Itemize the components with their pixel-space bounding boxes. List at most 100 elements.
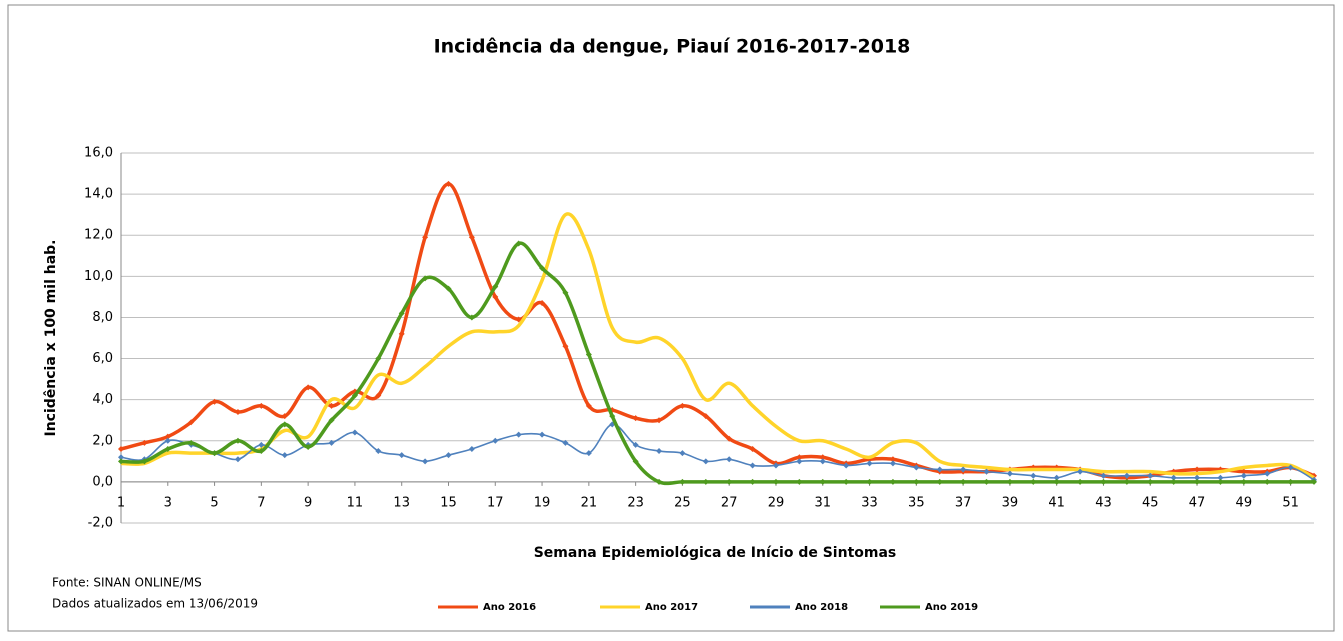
series-marker (913, 478, 920, 485)
y-axis-title: Incidência x 100 mil hab. (43, 240, 59, 437)
series-marker (656, 478, 663, 485)
series-marker (1100, 472, 1107, 479)
x-tick-label: 15 (440, 496, 457, 511)
x-tick-label: 49 (1236, 496, 1253, 511)
series-marker (819, 454, 826, 461)
series-marker (445, 180, 452, 187)
x-tick-label: 41 (1048, 496, 1065, 511)
series-marker (258, 441, 265, 448)
series-marker (749, 462, 756, 469)
series-marker (796, 454, 803, 461)
series-marker (936, 466, 943, 473)
y-tick-label: 0,0 (92, 474, 113, 489)
series-marker (656, 448, 663, 455)
series-marker (1053, 478, 1060, 485)
series-marker (632, 458, 639, 465)
series-marker (258, 402, 265, 409)
series-marker (141, 458, 148, 465)
series-marker (819, 478, 826, 485)
series-marker (702, 458, 709, 465)
series-line (120, 212, 1315, 480)
x-tick-label: 35 (908, 496, 925, 511)
series-line (120, 241, 1314, 486)
series-marker (398, 310, 405, 317)
x-tick-label: 45 (1142, 496, 1159, 511)
series-marker (585, 351, 592, 358)
series-marker (492, 293, 499, 300)
y-tick-label: 2,0 (92, 433, 113, 448)
series-marker (375, 355, 382, 362)
y-tick-label: 10,0 (84, 269, 113, 284)
series-marker (422, 234, 429, 241)
series-marker (889, 478, 896, 485)
series-marker (1194, 474, 1201, 481)
series-marker (118, 454, 124, 461)
series-marker (1030, 472, 1037, 479)
series-marker (1100, 478, 1107, 485)
series-marker (188, 439, 195, 446)
y-tick-label: 6,0 (92, 351, 113, 366)
y-tick-label: 14,0 (84, 187, 113, 202)
series-marker (726, 478, 733, 485)
series-line (120, 182, 1315, 480)
series-marker (375, 392, 382, 399)
series-marker (164, 433, 171, 440)
series-marker (679, 450, 686, 457)
y-tick-label: 8,0 (92, 310, 113, 325)
series-marker (445, 452, 452, 459)
series-marker (913, 464, 920, 471)
series-marker (515, 431, 522, 438)
series-marker (843, 462, 850, 469)
x-tick-label: 19 (534, 496, 551, 511)
legend-label: Ano 2016 (483, 602, 536, 613)
series-marker (118, 446, 124, 452)
x-tick-label: 5 (210, 496, 218, 511)
series-marker (328, 439, 335, 446)
series-marker (234, 437, 241, 444)
series-marker (843, 478, 850, 485)
series-marker (258, 448, 265, 455)
series-marker (632, 441, 639, 448)
series-marker (1240, 478, 1247, 485)
series-marker (422, 458, 429, 465)
series-marker (351, 392, 358, 399)
series-marker (983, 468, 990, 475)
series-marker (1311, 478, 1317, 485)
series-marker (1077, 478, 1084, 485)
x-tick-label: 25 (674, 496, 691, 511)
series-marker (1194, 478, 1201, 485)
series-marker (141, 439, 148, 446)
x-tick-label: 13 (393, 496, 410, 511)
series-marker (1240, 468, 1247, 475)
series-marker (164, 446, 171, 452)
x-tick-label: 3 (164, 496, 172, 511)
series-marker (819, 458, 826, 465)
series-marker (492, 283, 499, 290)
series-marker (702, 478, 709, 485)
series-marker (234, 456, 241, 463)
series-marker (585, 450, 592, 457)
x-tick-label: 1 (117, 496, 125, 511)
series-marker (1147, 478, 1154, 485)
series-marker (1030, 478, 1037, 485)
series-marker (796, 478, 803, 485)
series-marker (305, 384, 312, 391)
series-marker (960, 466, 967, 473)
x-tick-label: 23 (627, 496, 644, 511)
legend-label: Ano 2017 (645, 602, 698, 613)
series-marker (679, 402, 686, 409)
series-marker (1194, 466, 1201, 473)
series-marker (281, 421, 288, 428)
x-tick-label: 51 (1282, 496, 1299, 511)
series-marker (772, 462, 779, 469)
series-marker (468, 446, 475, 452)
series-marker (1006, 478, 1013, 485)
update-note: Dados atualizados em 13/06/2019 (52, 597, 258, 611)
y-tick-label: -2,0 (88, 516, 113, 531)
series-marker (398, 452, 405, 459)
series-marker (702, 413, 709, 420)
series-marker (1123, 478, 1130, 485)
series-marker (866, 460, 873, 467)
series-marker (609, 413, 616, 420)
series-marker (1264, 478, 1271, 485)
